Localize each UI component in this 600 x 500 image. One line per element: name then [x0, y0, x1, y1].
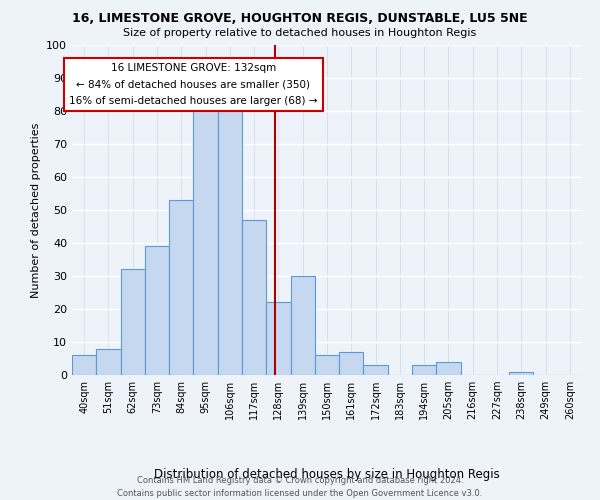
Bar	[364, 365, 388, 375]
Bar	[121, 270, 145, 375]
Bar	[96, 348, 121, 375]
Bar	[315, 355, 339, 375]
Text: 16, LIMESTONE GROVE, HOUGHTON REGIS, DUNSTABLE, LU5 5NE: 16, LIMESTONE GROVE, HOUGHTON REGIS, DUN…	[72, 12, 528, 26]
Text: Contains HM Land Registry data © Crown copyright and database right 2024.
Contai: Contains HM Land Registry data © Crown c…	[118, 476, 482, 498]
Bar	[169, 200, 193, 375]
Bar	[436, 362, 461, 375]
Text: Size of property relative to detached houses in Houghton Regis: Size of property relative to detached ho…	[124, 28, 476, 38]
Bar	[145, 246, 169, 375]
X-axis label: Distribution of detached houses by size in Houghton Regis: Distribution of detached houses by size …	[154, 468, 500, 481]
Text: 16 LIMESTONE GROVE: 132sqm
← 84% of detached houses are smaller (350)
16% of sem: 16 LIMESTONE GROVE: 132sqm ← 84% of deta…	[69, 63, 317, 106]
Bar	[339, 352, 364, 375]
Bar	[242, 220, 266, 375]
Y-axis label: Number of detached properties: Number of detached properties	[31, 122, 41, 298]
Bar	[290, 276, 315, 375]
Bar	[72, 355, 96, 375]
Bar	[193, 108, 218, 375]
Bar	[412, 365, 436, 375]
Bar	[266, 302, 290, 375]
Bar	[509, 372, 533, 375]
Bar	[218, 111, 242, 375]
